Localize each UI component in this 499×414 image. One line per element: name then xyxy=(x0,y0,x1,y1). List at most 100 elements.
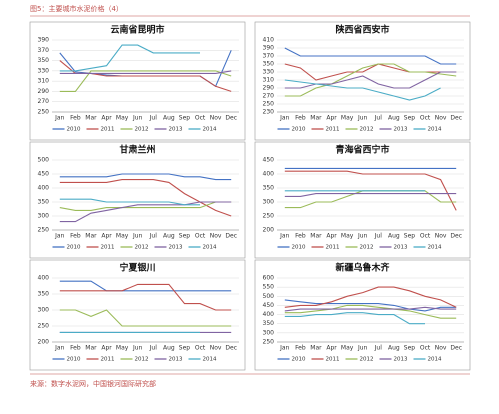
legend-label: 2014 xyxy=(203,357,217,363)
y-tick-label: 200 xyxy=(38,339,50,346)
legend-label: 2013 xyxy=(394,357,408,363)
y-tick-label: 310 xyxy=(263,77,275,84)
x-tick-label: Nov xyxy=(210,233,222,240)
x-tick-label: Apr xyxy=(101,345,112,352)
legend-label: 2011 xyxy=(326,127,340,133)
series-line xyxy=(284,79,441,101)
x-tick-label: Aug xyxy=(163,345,175,352)
x-tick-label: Oct xyxy=(195,233,206,240)
x-tick-label: Jan xyxy=(279,233,289,240)
x-tick-label: May xyxy=(341,233,354,240)
x-tick-label: Feb xyxy=(70,115,81,122)
legend-label: 2011 xyxy=(101,245,115,251)
series-line xyxy=(59,201,232,211)
y-tick-label: 450 xyxy=(38,171,50,178)
x-tick-label: Sep xyxy=(179,233,191,240)
x-tick-label: Oct xyxy=(195,115,206,122)
x-tick-label: Feb xyxy=(295,233,306,240)
legend-label: 2012 xyxy=(135,127,149,133)
y-tick-label: 350 xyxy=(38,199,50,206)
x-tick-label: Dec xyxy=(450,233,462,240)
x-tick-label: Feb xyxy=(70,345,81,352)
y-tick-label: 250 xyxy=(263,339,275,346)
x-tick-label: Dec xyxy=(450,345,462,352)
x-tick-label: Mar xyxy=(310,233,322,240)
x-tick-label: Sep xyxy=(404,233,416,240)
x-tick-label: Aug xyxy=(388,233,400,240)
x-tick-label: Jan xyxy=(54,115,64,122)
series-line xyxy=(59,201,232,223)
chart-title: 新疆乌鲁木齐 xyxy=(335,262,390,274)
y-tick-label: 270 xyxy=(263,93,275,100)
x-tick-label: Jul xyxy=(149,345,158,352)
series-line xyxy=(59,280,232,292)
x-tick-label: Nov xyxy=(435,115,447,122)
x-tick-label: Jul xyxy=(149,115,158,122)
y-tick-label: 400 xyxy=(263,171,275,178)
x-tick-label: Jun xyxy=(132,233,143,240)
x-tick-label: Dec xyxy=(225,233,237,240)
x-tick-label: Jun xyxy=(357,345,368,352)
x-tick-label: Jan xyxy=(279,115,289,122)
x-tick-label: Jun xyxy=(357,115,368,122)
x-tick-label: May xyxy=(341,115,354,122)
x-tick-label: Mar xyxy=(310,345,322,352)
y-tick-label: 350 xyxy=(263,61,275,68)
legend-label: 2010 xyxy=(67,127,81,133)
legend-label: 2011 xyxy=(326,357,340,363)
legend-label: 2014 xyxy=(428,245,442,251)
y-tick-label: 600 xyxy=(263,275,275,282)
x-tick-label: Jul xyxy=(374,233,383,240)
x-tick-label: Oct xyxy=(420,233,431,240)
legend-label: 2013 xyxy=(394,245,408,251)
x-tick-label: Jan xyxy=(54,345,64,352)
legend-label: 2013 xyxy=(169,357,183,363)
x-tick-label: Dec xyxy=(450,115,462,122)
legend-label: 2011 xyxy=(326,245,340,251)
y-tick-label: 400 xyxy=(263,311,275,318)
chart-title: 宁夏银川 xyxy=(119,262,155,274)
x-tick-label: Mar xyxy=(85,345,97,352)
x-tick-label: Dec xyxy=(225,345,237,352)
legend-label: 2010 xyxy=(292,245,306,251)
y-tick-label: 390 xyxy=(38,37,50,44)
legend-label: 2014 xyxy=(203,127,217,133)
y-tick-label: 290 xyxy=(38,88,50,95)
x-tick-label: Nov xyxy=(435,345,447,352)
panel xyxy=(254,21,471,141)
y-tick-label: 390 xyxy=(263,45,275,52)
source-note: 来源：数字水泥网，中国银河国际研究部 xyxy=(30,379,156,388)
x-tick-label: Feb xyxy=(70,233,81,240)
x-tick-label: Apr xyxy=(326,233,337,240)
y-tick-label: 330 xyxy=(38,67,50,74)
y-tick-label: 200 xyxy=(263,227,275,234)
x-tick-label: Nov xyxy=(210,115,222,122)
x-tick-label: Apr xyxy=(326,345,337,352)
x-tick-label: Aug xyxy=(388,345,400,352)
x-tick-label: Jun xyxy=(357,233,368,240)
y-tick-label: 400 xyxy=(38,185,50,192)
series-line xyxy=(59,198,200,206)
y-tick-label: 290 xyxy=(263,85,275,92)
x-tick-label: Nov xyxy=(210,345,222,352)
series-line xyxy=(59,309,232,327)
panel xyxy=(254,141,471,259)
y-tick-label: 330 xyxy=(263,69,275,76)
x-tick-label: May xyxy=(116,233,129,240)
y-tick-label: 250 xyxy=(38,323,50,330)
legend-label: 2012 xyxy=(360,245,374,251)
legend-label: 2013 xyxy=(169,245,183,251)
x-tick-label: Apr xyxy=(101,233,112,240)
series-line xyxy=(284,286,457,308)
y-tick-label: 450 xyxy=(263,157,275,164)
series-line xyxy=(284,47,457,65)
x-tick-label: May xyxy=(116,115,129,122)
legend-label: 2014 xyxy=(203,245,217,251)
x-tick-label: Mar xyxy=(85,115,97,122)
legend-label: 2013 xyxy=(394,127,408,133)
legend-label: 2012 xyxy=(135,357,149,363)
y-tick-label: 370 xyxy=(263,53,275,60)
y-tick-label: 250 xyxy=(263,101,275,108)
series-line xyxy=(284,193,457,197)
